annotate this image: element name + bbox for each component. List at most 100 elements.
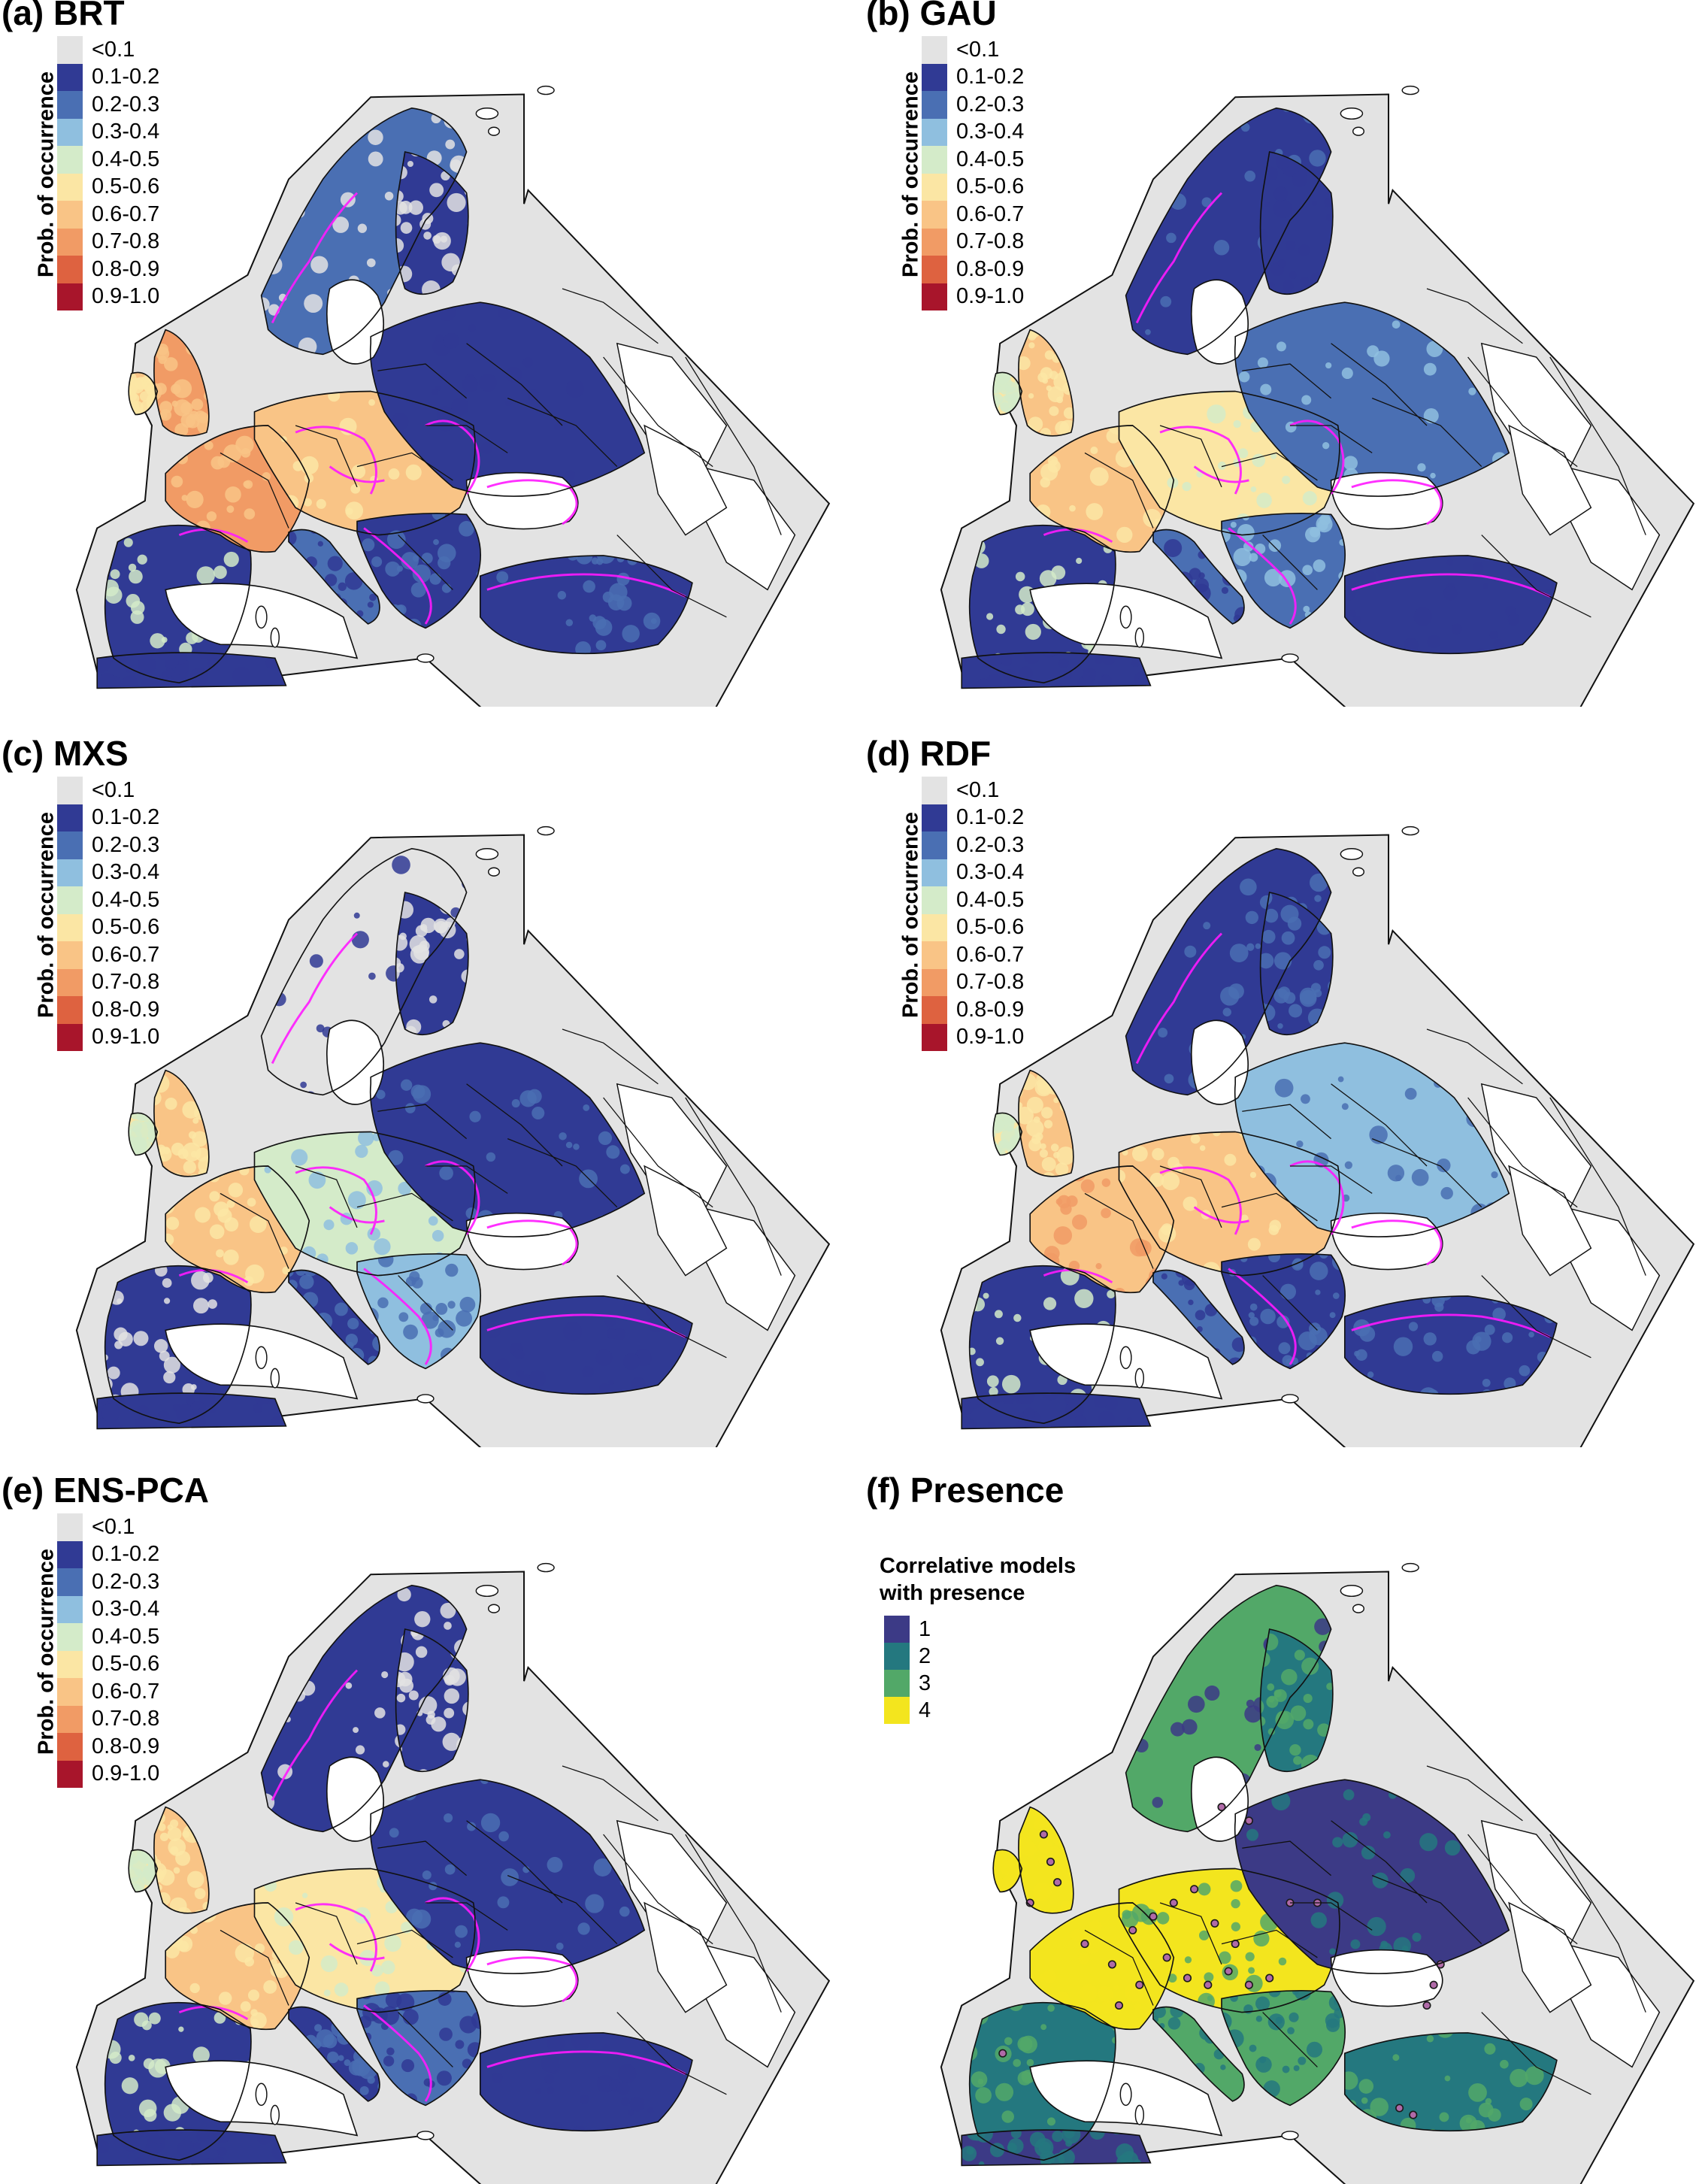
coastline (260, 1584, 468, 1833)
country-border (356, 1929, 453, 1958)
texture-patch (1264, 166, 1279, 181)
coastline (1259, 151, 1334, 295)
legend-label: 0.2-0.3 (92, 832, 160, 857)
country-border (466, 343, 563, 426)
texture-patch (105, 586, 123, 604)
texture-patch (1419, 1387, 1438, 1395)
threshold-contour (363, 2004, 432, 2102)
texture-patch (667, 1315, 686, 1335)
texture-patch (432, 1230, 444, 1242)
texture-patch (993, 385, 1002, 394)
coastline (395, 1628, 469, 1773)
legend-item: 0.1-0.2 (57, 1540, 159, 1568)
panel-title-d: (d) RDF (866, 734, 992, 773)
texture-patch (1252, 453, 1266, 468)
texture-patch (1352, 616, 1361, 625)
texture-patch (1028, 342, 1035, 349)
texture-patch (1249, 553, 1258, 562)
coastline (968, 1265, 1116, 1424)
texture-patch (976, 1358, 984, 1367)
legend-swatch (922, 996, 947, 1024)
country-border (1084, 452, 1154, 529)
legend-label: 0.8-0.9 (956, 256, 1025, 281)
threshold-contour (271, 1669, 359, 1801)
texture-patch (486, 1152, 496, 1162)
texture-patch (1326, 1892, 1344, 1909)
country-borders (961, 107, 1646, 689)
texture-patch (513, 1349, 525, 1360)
texture-patch (1255, 543, 1266, 555)
texture-finland (1260, 892, 1333, 1035)
threshold-contour (1228, 527, 1297, 625)
texture-patch (217, 2146, 227, 2157)
map-d (940, 825, 1695, 1447)
texture-patch (1361, 2097, 1368, 2104)
texture-patch (299, 1274, 314, 1289)
land-italy (1153, 2007, 1244, 2101)
texture-patch (1268, 1225, 1279, 1235)
island (487, 867, 501, 877)
texture-patch (1287, 2027, 1295, 2035)
texture-patch (164, 357, 178, 371)
coastline (1234, 1042, 1510, 1237)
texture-patch (1439, 2112, 1449, 2122)
texture-patch (1149, 120, 1155, 126)
texture-patch (1043, 1297, 1057, 1310)
texture-patch (421, 553, 433, 565)
texture-patch (398, 1181, 412, 1195)
texture-patch (1309, 1262, 1328, 1280)
texture-patch (214, 565, 227, 580)
legend-label: 0.9-1.0 (92, 284, 160, 309)
texture-patch (397, 1587, 411, 1602)
coastline (992, 371, 1023, 416)
texture-patch (541, 2054, 560, 2073)
texture-patch (1125, 159, 1144, 179)
texture-patch (993, 1142, 1001, 1156)
texture-patch (1417, 463, 1426, 472)
country-border (1481, 535, 1591, 618)
island (537, 85, 555, 95)
texture-patch (384, 1934, 401, 1952)
texture-patch (309, 954, 323, 968)
legend-item: 0.6-0.7 (922, 201, 1024, 229)
texture-patch (392, 856, 410, 874)
sea (1330, 1212, 1443, 1271)
texture-patch (1026, 1119, 1044, 1137)
unmodelled-region (1508, 1165, 1592, 1277)
map-c (75, 825, 831, 1447)
texture-patch (232, 666, 251, 685)
legend-item: 0.4-0.5 (57, 886, 159, 914)
legend-swatch (57, 859, 83, 886)
coastline (369, 1042, 646, 1237)
texture-patch (323, 1219, 335, 1231)
texture-patch (1213, 239, 1230, 256)
texture-patch (644, 2046, 653, 2056)
texture-patch (1372, 1872, 1389, 1889)
texture-patch (223, 551, 239, 568)
threshold-contour (486, 573, 686, 598)
texture-patch (1472, 1331, 1491, 1351)
texture-patch (240, 2001, 251, 2012)
texture-patch (308, 1171, 326, 1189)
texture-patch (983, 1292, 989, 1299)
texture-patch (1078, 1952, 1090, 1964)
texture-patch (496, 571, 509, 583)
texture-patch (350, 483, 361, 494)
texture-patch (437, 544, 456, 562)
legend-swatch (57, 173, 83, 201)
texture-patch (247, 1198, 256, 1207)
texture-patch (419, 1302, 432, 1315)
texture-patch (1074, 1415, 1087, 1428)
country-border (220, 1192, 289, 1269)
texture-patch (1504, 1377, 1516, 1390)
texture-patch (993, 1131, 996, 1138)
texture-patch (171, 400, 178, 407)
coastline (1152, 2006, 1245, 2102)
texture-patch (566, 555, 579, 561)
texture-patch (355, 1745, 365, 1755)
threshold-contour (271, 932, 359, 1065)
texture-patch (320, 1955, 338, 1973)
texture-patch (103, 1420, 114, 1429)
texture-patch (376, 1089, 386, 1099)
legend-swatch (57, 1623, 83, 1651)
